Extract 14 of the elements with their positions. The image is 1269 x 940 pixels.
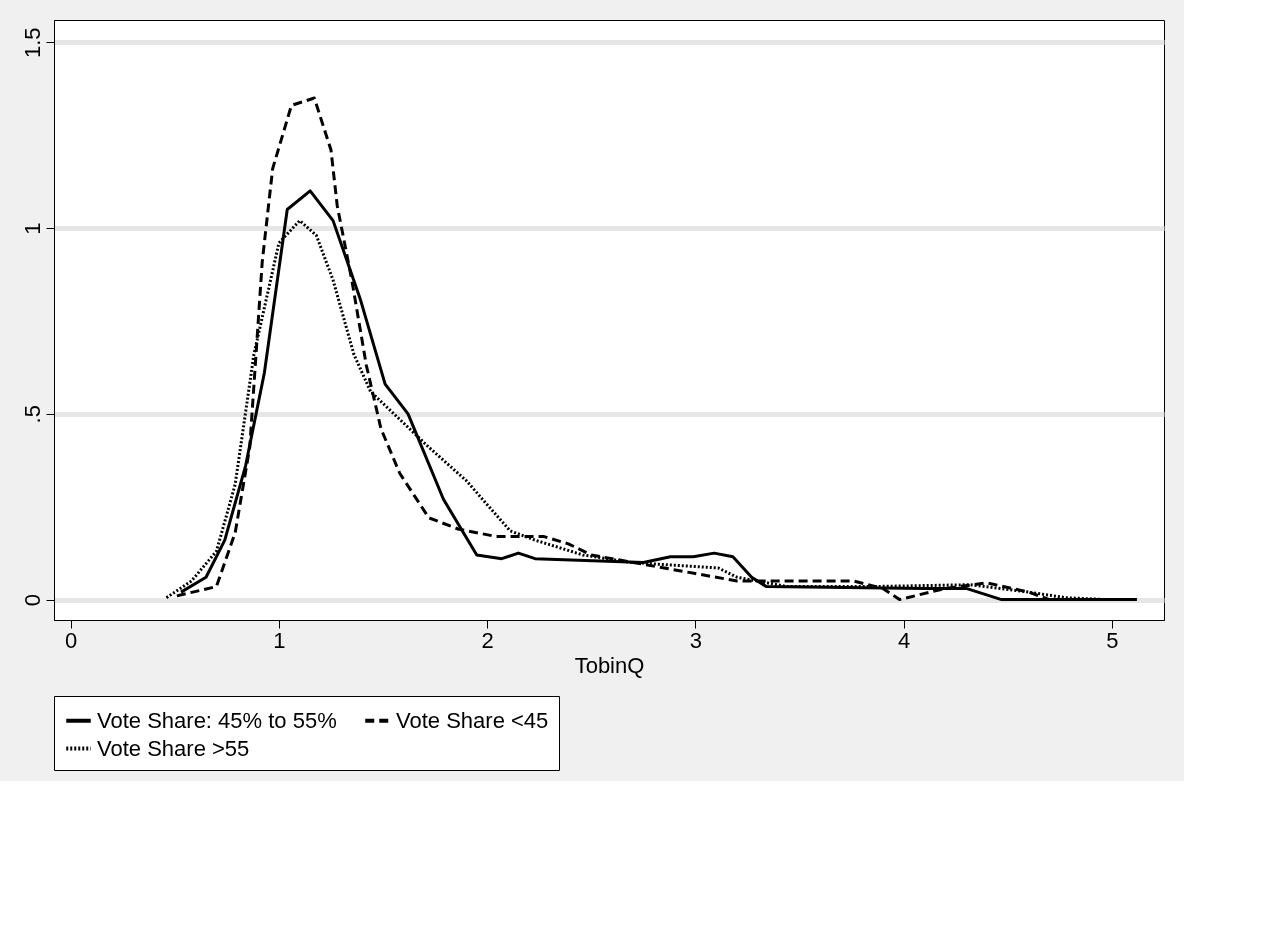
x-tick-label: 4 <box>898 627 911 653</box>
x-tick-label: 2 <box>481 627 494 653</box>
y-tick-label: 1 <box>19 222 45 235</box>
legend-label: Vote Share >55 <box>97 735 250 761</box>
legend-label: Vote Share <45 <box>396 707 549 733</box>
x-axis-title: TobinQ <box>574 652 645 678</box>
x-tick-label: 0 <box>65 627 78 653</box>
y-tick-label: .5 <box>19 405 45 424</box>
x-tick-label: 5 <box>1106 627 1119 653</box>
x-tick-label: 3 <box>689 627 703 653</box>
y-tick-label: 0 <box>19 593 45 607</box>
legend-label: Vote Share: 45% to 55% <box>97 707 337 733</box>
y-tick-label: 1.5 <box>19 27 45 59</box>
x-tick-label: 1 <box>273 627 286 653</box>
